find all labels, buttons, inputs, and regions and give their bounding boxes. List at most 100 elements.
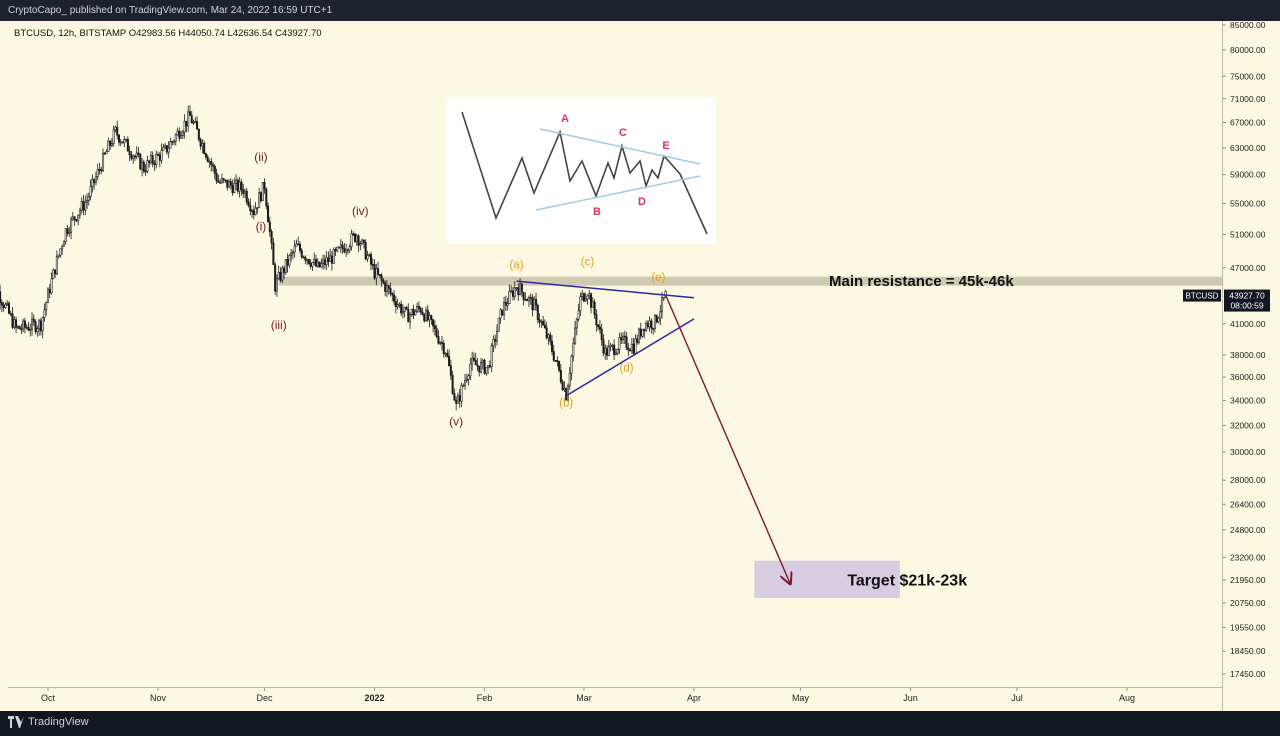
price-tick-label: 20750.00	[1230, 598, 1266, 608]
candle-body	[91, 178, 94, 187]
candle-body	[132, 155, 135, 159]
candle-body	[517, 287, 520, 296]
candle-body	[313, 259, 316, 263]
candle-body	[549, 334, 552, 342]
candle-body	[318, 261, 321, 268]
symbol-ohlc-line: BTCUSD, 12h, BITSTAMP O42983.56 H44050.7…	[14, 28, 322, 39]
candle-body	[169, 141, 172, 149]
candle-body	[201, 142, 204, 147]
candle-body	[41, 316, 44, 332]
candle-body	[439, 342, 442, 344]
candle-body	[598, 326, 601, 330]
candle-body	[160, 149, 163, 161]
candle-body	[50, 278, 53, 294]
candle-body	[387, 285, 390, 289]
candle-body	[565, 388, 568, 401]
candle-body	[11, 313, 14, 328]
candle-body	[495, 331, 499, 342]
candle-body	[274, 264, 277, 292]
candle-body	[116, 126, 119, 136]
symbol-tag-bg	[1183, 289, 1221, 302]
candle-body	[630, 343, 633, 351]
candle-body	[62, 241, 65, 247]
candle-body	[98, 169, 101, 171]
candle-body	[196, 121, 199, 130]
time-tick-label: Oct	[41, 693, 56, 703]
candle-body	[646, 322, 649, 328]
candle-body	[435, 328, 438, 337]
chart-svg[interactable]: Main resistance = 45k-46k Target $21k-23…	[0, 21, 1280, 711]
candle-body	[595, 314, 598, 326]
price-tick-label: 47000.00	[1230, 263, 1266, 273]
candle-body	[48, 288, 51, 294]
inset-diagram: A B C D E	[446, 98, 716, 244]
candle-body	[519, 283, 522, 296]
candle-body	[130, 154, 133, 159]
time-tick-label: Dec	[257, 693, 274, 703]
candle-body	[611, 344, 614, 347]
price-axis[interactable]: 85000.00 80000.00 75000.00 71000.00 67000.00…	[1222, 21, 1266, 679]
candle-body	[151, 155, 154, 164]
candle-body	[18, 326, 21, 330]
candle-body	[16, 326, 19, 328]
candle-body	[103, 152, 106, 155]
candle-body	[307, 259, 310, 264]
candle-body	[504, 301, 507, 306]
candle-body	[380, 275, 383, 281]
candle-body	[105, 151, 108, 154]
candle-body	[245, 190, 248, 203]
candle-body	[298, 243, 302, 251]
candle-body	[2, 304, 5, 308]
price-tick-label: 26400.00	[1230, 499, 1266, 509]
candle-body	[222, 178, 225, 181]
candle-body	[158, 154, 161, 161]
price-tick-label: 85000.00	[1230, 21, 1266, 30]
triangle-lower-line	[565, 318, 695, 397]
candle-body	[508, 290, 511, 304]
candle-body	[70, 218, 73, 233]
candle-body	[362, 239, 365, 243]
time-tick-label: Aug	[1119, 693, 1135, 703]
candle-body	[400, 303, 403, 314]
candle-body	[249, 205, 252, 211]
tradingview-logo[interactable]: TradingView	[8, 716, 89, 728]
candle-body	[577, 310, 580, 320]
candle-body	[467, 375, 470, 380]
candle-body	[277, 271, 280, 279]
candle-body	[520, 283, 523, 293]
candle-body	[320, 262, 323, 268]
candle-body	[618, 337, 621, 350]
candle-body	[283, 267, 286, 273]
candle-body	[403, 306, 406, 312]
candle-body	[187, 111, 190, 127]
time-axis[interactable]: Oct Nov Dec 2022 Feb Mar Apr May Jun Jul Aug	[41, 688, 1135, 703]
candle-body	[474, 359, 477, 366]
candle-body	[582, 293, 585, 302]
price-tick-label: 63000.00	[1230, 143, 1266, 153]
candle-body	[268, 221, 271, 232]
inset-label-e: E	[662, 140, 669, 152]
candle-body	[550, 341, 554, 352]
candle-body	[327, 257, 330, 262]
candle-body	[639, 328, 642, 337]
candle-body	[391, 293, 394, 296]
candle-body	[572, 342, 575, 357]
candle-body	[22, 320, 25, 330]
candle-body	[36, 328, 39, 333]
candle-body	[368, 254, 371, 256]
candle-body	[394, 301, 397, 307]
candle-body	[570, 355, 573, 374]
candle-body	[157, 154, 160, 156]
tradingview-logo-icon	[8, 716, 24, 728]
candle-body	[637, 328, 640, 343]
chart-area[interactable]: Main resistance = 45k-46k Target $21k-23…	[0, 21, 1280, 711]
candle-body	[185, 120, 188, 127]
candle-body	[483, 359, 486, 374]
publish-header: CryptoCapo_ published on TradingView.com…	[0, 0, 1280, 21]
candle-body	[609, 345, 612, 348]
price-tick-label: 24800.00	[1230, 525, 1266, 535]
candle-body	[311, 262, 314, 267]
candle-body	[659, 311, 662, 319]
current-price-tag: BTCUSD 43927.70 08:00:59	[1183, 289, 1270, 312]
candle-body	[155, 154, 158, 166]
